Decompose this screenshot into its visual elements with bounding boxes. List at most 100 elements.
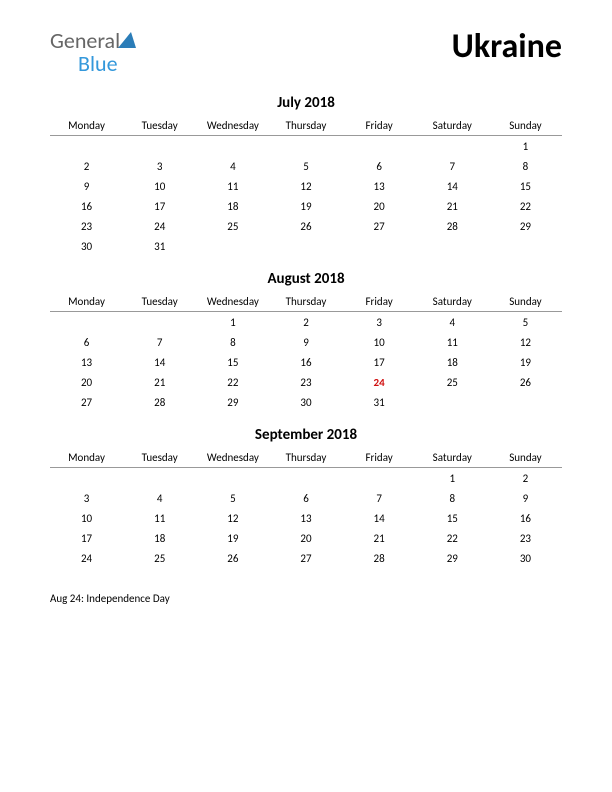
- calendar-row: 3456789: [50, 488, 562, 508]
- calendar-cell: 3: [343, 312, 416, 333]
- day-header: Wednesday: [196, 448, 269, 468]
- day-header: Thursday: [269, 448, 342, 468]
- calendar-row: 12345: [50, 312, 562, 333]
- month-block: September 2018MondayTuesdayWednesdayThur…: [50, 426, 562, 568]
- calendar-row: 2345678: [50, 156, 562, 176]
- calendar-cell: 10: [123, 176, 196, 196]
- calendar-cell: 31: [343, 392, 416, 412]
- calendar-cell: [50, 136, 123, 157]
- calendar-cell: 12: [269, 176, 342, 196]
- calendar-cell: 21: [416, 196, 489, 216]
- day-header: Tuesday: [123, 292, 196, 312]
- calendar-cell: 6: [50, 332, 123, 352]
- day-header: Sunday: [489, 292, 562, 312]
- month-block: August 2018MondayTuesdayWednesdayThursda…: [50, 270, 562, 412]
- calendar-cell: 1: [196, 312, 269, 333]
- calendar-row: 9101112131415: [50, 176, 562, 196]
- calendar-cell: 30: [489, 548, 562, 568]
- calendar-cell: 25: [196, 216, 269, 236]
- day-header: Saturday: [416, 448, 489, 468]
- calendar-cell: 3: [50, 488, 123, 508]
- month-title: August 2018: [50, 270, 562, 288]
- calendar-cell: [123, 468, 196, 489]
- day-header: Friday: [343, 292, 416, 312]
- calendar-cell: 16: [489, 508, 562, 528]
- calendar-row: 20212223242526: [50, 372, 562, 392]
- calendar-cell: [416, 136, 489, 157]
- calendar-cell: 2: [489, 468, 562, 489]
- calendar-cell: 9: [489, 488, 562, 508]
- calendar-cell: 25: [416, 372, 489, 392]
- calendar-cell: [416, 392, 489, 412]
- calendar-cell: 17: [123, 196, 196, 216]
- calendar-cell: 21: [343, 528, 416, 548]
- calendar-cell: 29: [489, 216, 562, 236]
- day-header: Monday: [50, 116, 123, 136]
- calendar-cell: [269, 236, 342, 256]
- calendar-cell: 12: [489, 332, 562, 352]
- calendar-row: 2728293031: [50, 392, 562, 412]
- calendar-cell: 27: [343, 216, 416, 236]
- calendar-cell: 22: [489, 196, 562, 216]
- day-header: Wednesday: [196, 292, 269, 312]
- calendar-cell: 14: [416, 176, 489, 196]
- calendar-cell: 14: [123, 352, 196, 372]
- calendar-cell: [50, 468, 123, 489]
- calendar-cell: 29: [416, 548, 489, 568]
- calendar-row: 10111213141516: [50, 508, 562, 528]
- calendar-cell: 29: [196, 392, 269, 412]
- calendar-table: MondayTuesdayWednesdayThursdayFridaySatu…: [50, 116, 562, 256]
- calendar-cell: 10: [50, 508, 123, 528]
- day-header: Monday: [50, 292, 123, 312]
- calendar-cell: 15: [196, 352, 269, 372]
- calendar-cell: 28: [343, 548, 416, 568]
- calendar-cell: 26: [489, 372, 562, 392]
- calendar-cell: 17: [343, 352, 416, 372]
- calendar-cell: 28: [416, 216, 489, 236]
- calendar-cell: 4: [196, 156, 269, 176]
- day-header: Wednesday: [196, 116, 269, 136]
- calendar-cell: 11: [123, 508, 196, 528]
- calendar-cell: 12: [196, 508, 269, 528]
- holiday-entry: Aug 24: Independence Day: [50, 592, 562, 605]
- calendar-cell: 16: [269, 352, 342, 372]
- calendar-cell: 13: [269, 508, 342, 528]
- calendar-cell: 18: [416, 352, 489, 372]
- calendar-cell: 30: [50, 236, 123, 256]
- day-header: Tuesday: [123, 116, 196, 136]
- calendar-cell: 15: [416, 508, 489, 528]
- calendar-cell: 31: [123, 236, 196, 256]
- calendar-row: 3031: [50, 236, 562, 256]
- calendar-cell: [489, 236, 562, 256]
- calendar-cell: 24: [343, 372, 416, 392]
- calendar-cell: 20: [50, 372, 123, 392]
- calendar-cell: 6: [269, 488, 342, 508]
- day-header: Saturday: [416, 292, 489, 312]
- calendar-row: 23242526272829: [50, 216, 562, 236]
- day-header: Friday: [343, 116, 416, 136]
- day-header: Tuesday: [123, 448, 196, 468]
- calendar-cell: 16: [50, 196, 123, 216]
- page-title: Ukraine: [452, 30, 562, 64]
- calendar-cell: 5: [269, 156, 342, 176]
- calendar-cell: 20: [343, 196, 416, 216]
- calendar-cell: 27: [269, 548, 342, 568]
- calendar-cell: 8: [416, 488, 489, 508]
- calendar-cell: 19: [196, 528, 269, 548]
- calendar-cell: 8: [196, 332, 269, 352]
- calendar-cell: 19: [489, 352, 562, 372]
- calendar-cell: 21: [123, 372, 196, 392]
- calendar-cell: [269, 468, 342, 489]
- calendar-cell: 2: [269, 312, 342, 333]
- calendar-cell: 14: [343, 508, 416, 528]
- calendar-cell: 18: [123, 528, 196, 548]
- calendar-cell: 23: [50, 216, 123, 236]
- calendar-cell: 13: [343, 176, 416, 196]
- calendar-cell: 23: [489, 528, 562, 548]
- logo: General Blue: [50, 30, 136, 76]
- day-header: Monday: [50, 448, 123, 468]
- calendar-cell: 7: [123, 332, 196, 352]
- day-header: Friday: [343, 448, 416, 468]
- calendar-cell: 26: [196, 548, 269, 568]
- header: General Blue Ukraine: [50, 30, 562, 76]
